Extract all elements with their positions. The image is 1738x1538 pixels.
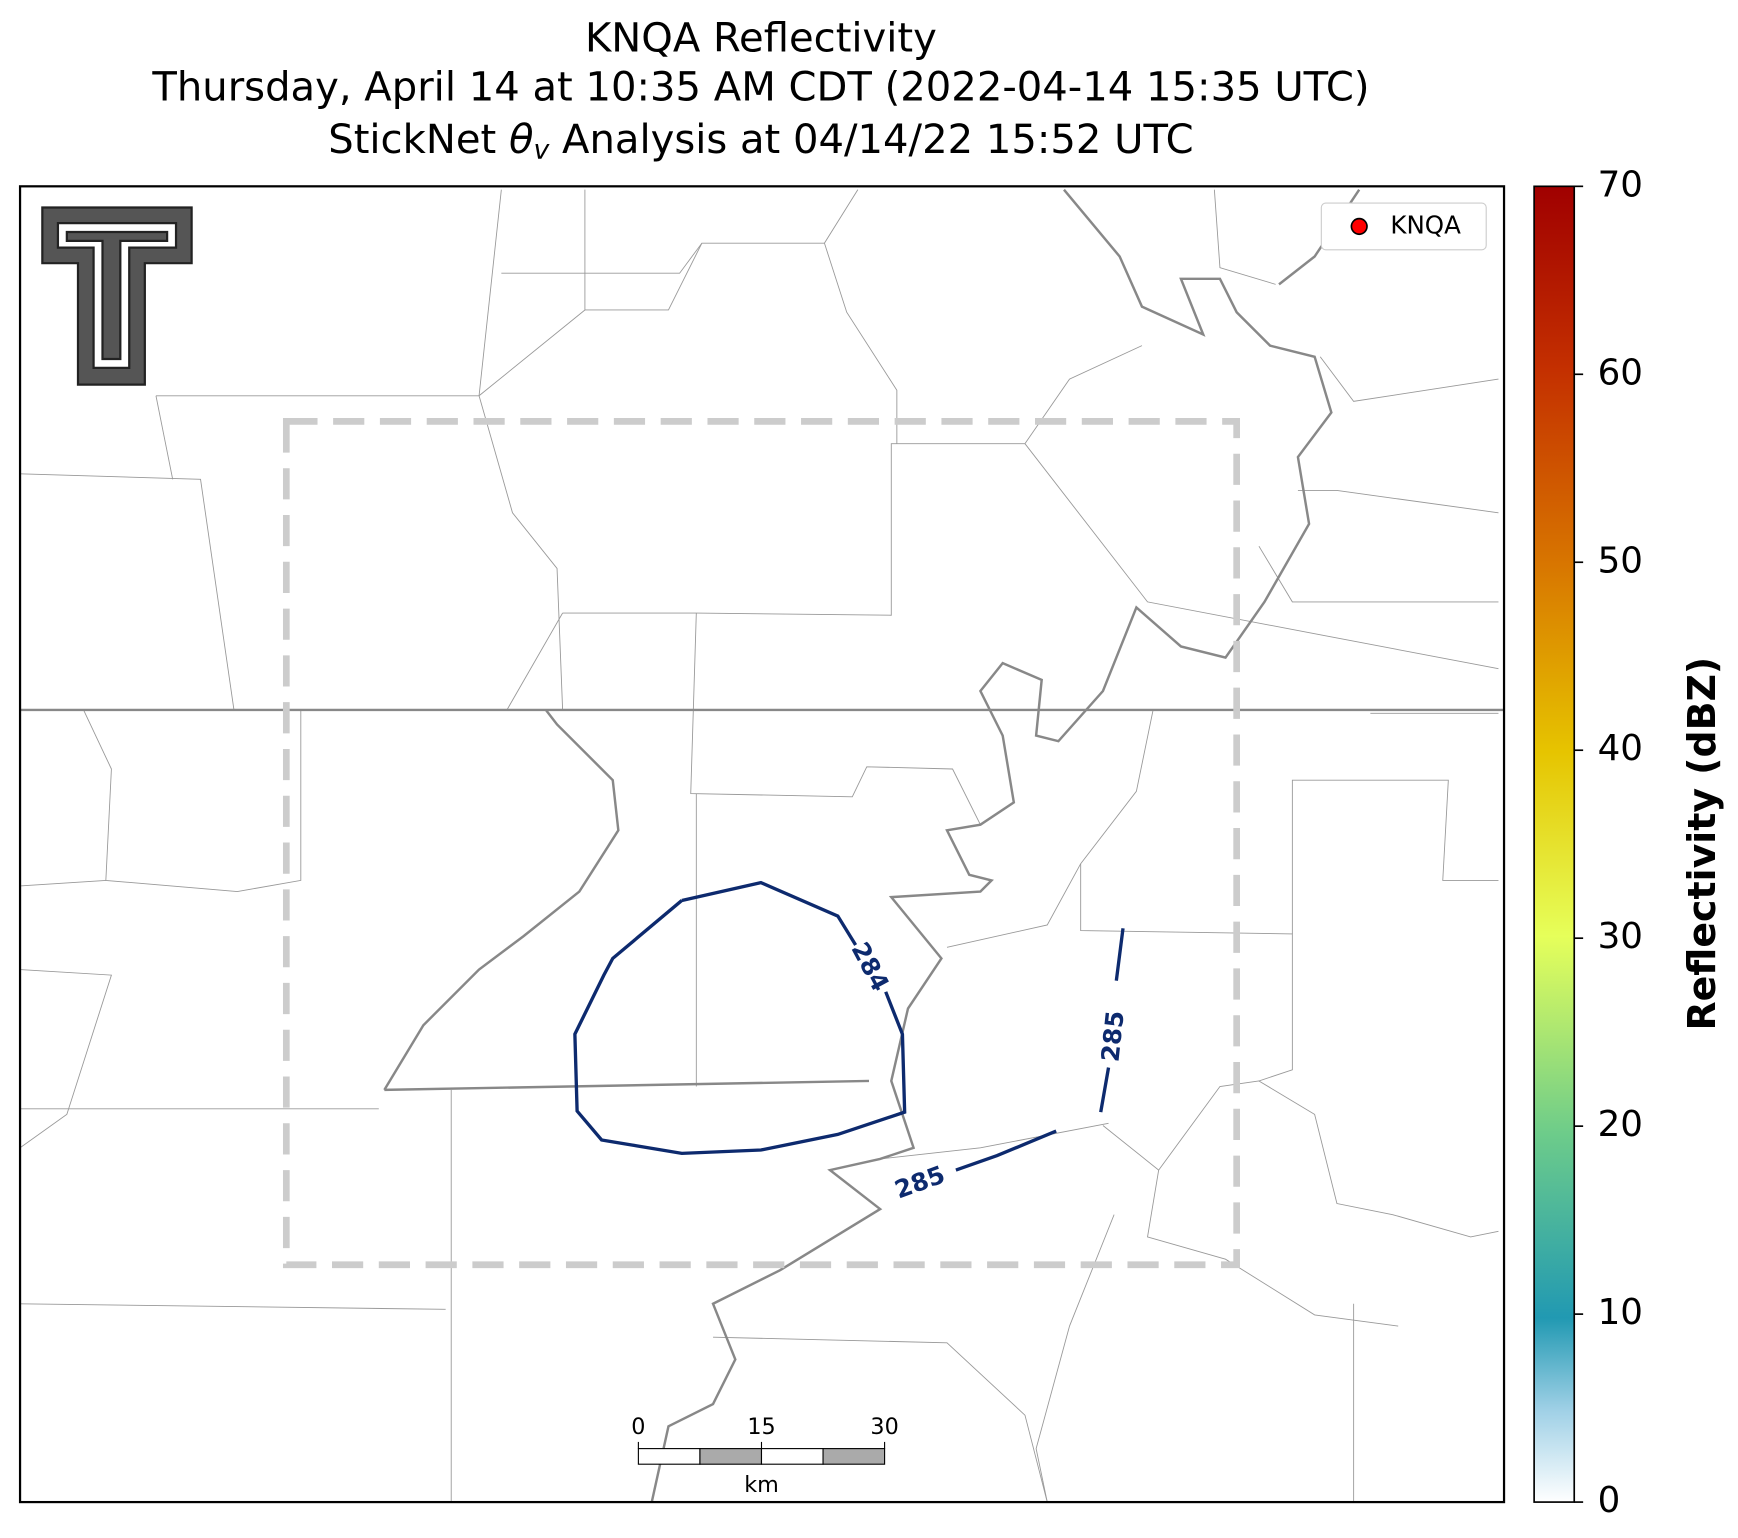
colorbar [1533,185,1576,1503]
scale-segment [699,1448,763,1465]
legend: KNQA [1320,202,1487,251]
legend-marker [1350,217,1368,236]
scale-unit: km [744,1472,779,1498]
scale-tick-label: 15 [747,1414,775,1440]
scale-tick-label: 0 [631,1414,645,1440]
title: KNQA Reflectivity [585,15,937,61]
legend-label: KNQA [1390,210,1461,239]
title: Thursday, April 14 at 10:35 AM CDT (2022… [151,64,1369,110]
colorbar-tick-label: 10 [1598,1292,1643,1333]
scale-segment [822,1448,886,1465]
subtitle-part: θ [509,117,534,163]
colorbar-tick-label: 20 [1598,1104,1643,1145]
scale-segment [637,1448,701,1465]
contours: 284 285 285 [573,880,1130,1205]
contour-line [573,880,907,1156]
contour-label: 285 [891,1160,949,1205]
colorbar-tick-label: 0 [1598,1480,1621,1521]
colorbar-tick-label: 70 [1598,164,1643,205]
map-frame [18,185,1506,1504]
legend-box [1320,202,1487,251]
colorbar-tick-label: 40 [1598,728,1643,769]
county-lines [20,189,1499,1503]
subtitle-part: Analysis at 04/14/22 15:52 UTC [549,117,1193,163]
colorbar-tick-label: 60 [1598,352,1643,393]
contour-label: 285 [1096,1009,1130,1063]
contour-label: 284 [846,937,896,996]
analysis-domain [282,418,1240,1269]
scale-tick-label: 30 [870,1414,898,1440]
colorbar-tick-label: 30 [1598,916,1643,957]
colorbar-tick-label: 50 [1598,540,1643,581]
map [20,188,1505,1503]
logo [41,206,193,386]
colorbar-label: Reflectivity (dBZ) [1680,657,1724,1031]
colorbar-ticks: 0 10 20 30 40 50 60 70 [1574,164,1643,1521]
scale-bar: 0 15 30 km [631,1414,898,1498]
subtitle: StickNet θv Analysis at 04/14/22 15:52 U… [328,117,1193,165]
subtitle-part: v [533,134,550,165]
scale-segment [760,1448,824,1465]
contour-line [1099,928,1125,1113]
contour-line [955,1129,1057,1172]
subtitle-part: StickNet [328,117,509,163]
